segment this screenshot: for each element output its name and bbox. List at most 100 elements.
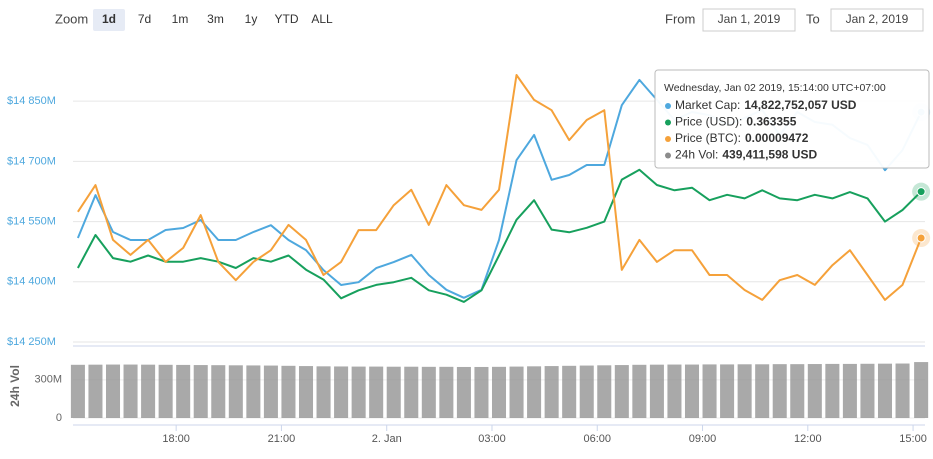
tooltip-dot: [665, 119, 671, 126]
tooltip-box: [654, 69, 930, 169]
range-button[interactable]: 3m: [199, 9, 232, 31]
volume-bar: [298, 366, 314, 418]
tooltip-item: 24h Vol: 439,411,598 USD: [675, 148, 817, 162]
range-button[interactable]: 1m: [164, 9, 196, 31]
range-button-label: ALL: [311, 12, 333, 26]
tooltip-dot: [665, 103, 671, 109]
tooltip-item: Price (BTC): 0.00009472: [675, 131, 809, 145]
volume-bar: [527, 366, 542, 418]
hover-marker: [916, 233, 926, 243]
tooltip-item-value: 14,822,752,057 USD: [744, 98, 856, 112]
volume-bar: [70, 364, 85, 418]
range-button-bg: [270, 9, 303, 31]
to-value: Jan 2, 2019: [846, 12, 909, 26]
volume-bar: [737, 364, 752, 418]
volume-bar: [176, 364, 191, 418]
volume-bar: [914, 362, 929, 418]
y-tick-label: $14 850M: [7, 95, 56, 107]
volume-bar: [439, 366, 454, 418]
volume-bar: [228, 365, 243, 418]
range-button[interactable]: 7d: [128, 9, 161, 31]
volume-bar: [316, 366, 331, 418]
volume-bar: [281, 365, 296, 418]
volume-bar: [772, 364, 787, 418]
range-button[interactable]: ALL: [306, 9, 338, 31]
volume-bar: [632, 364, 647, 418]
tooltip-dot: [665, 136, 671, 142]
series-line: [77, 74, 923, 301]
volume-bar: [88, 364, 103, 418]
range-button-bg: [128, 9, 161, 31]
tooltip-dot: [665, 152, 671, 159]
volume-tick-label: 300M: [34, 374, 62, 386]
volume-bar: [614, 365, 629, 418]
volume-bar: [667, 364, 682, 418]
tooltip-item-value: 0.363355: [746, 115, 796, 129]
range-button-label: 7d: [138, 12, 151, 26]
volume-bar: [842, 363, 857, 418]
tooltip-item-value: 439,411,598 USD: [722, 148, 817, 162]
volume-bar: [351, 366, 366, 418]
volume-bar: [123, 364, 138, 418]
volume-bar: [684, 364, 700, 418]
y-tick-label: $14 550M: [7, 215, 56, 227]
range-button-label: 1m: [172, 12, 189, 26]
from-value: Jan 1, 2019: [718, 12, 781, 26]
volume-bar: [404, 366, 419, 418]
volume-bar: [158, 364, 173, 418]
x-tick-label: 06:00: [583, 433, 611, 445]
volume-bar: [263, 365, 278, 418]
volume-bar: [474, 366, 489, 418]
volume-bar: [790, 364, 805, 418]
volume-bar: [807, 364, 822, 418]
range-button[interactable]: YTD: [270, 9, 303, 31]
volume-bar: [211, 365, 226, 418]
y-tick-label: $14 250M: [7, 336, 56, 348]
tooltip: Wednesday, Jan 02 2019, 15:14:00 UTC+07:…: [654, 69, 930, 169]
range-button-bg: [93, 9, 125, 31]
volume-bar: [720, 364, 735, 418]
volume-bar: [334, 366, 349, 418]
volume-bar: [456, 366, 471, 418]
volume-bar: [544, 366, 559, 418]
x-tick-label: 18:00: [162, 433, 190, 445]
volume-bar: [193, 365, 208, 418]
volume-bar: [369, 366, 384, 418]
volume-bar: [597, 365, 612, 418]
tooltip-item-label: 24h Vol:: [675, 148, 718, 162]
x-tick-label: 03:00: [478, 433, 506, 445]
range-button-bg: [199, 9, 232, 31]
hover-marker: [916, 187, 926, 197]
to-label: To: [806, 11, 820, 26]
range-button-label: 1y: [245, 12, 258, 26]
volume-bar: [509, 366, 524, 418]
volume-bar: [105, 364, 121, 418]
x-tick-label: 12:00: [794, 433, 822, 445]
y-tick-label: $14 700M: [7, 155, 56, 167]
tooltip-item: Market Cap: 14,822,752,057 USD: [675, 98, 857, 112]
range-button[interactable]: 1d: [93, 9, 125, 31]
x-tick-label: 2. Jan: [372, 433, 402, 445]
volume-bar: [825, 363, 840, 418]
volume-bar: [141, 364, 156, 418]
x-tick-label: 21:00: [268, 433, 296, 445]
range-button[interactable]: 1y: [235, 9, 267, 31]
x-tick-label: 15:00: [899, 433, 927, 445]
tooltip-item: Price (USD): 0.363355: [675, 115, 797, 129]
volume-tick-label: 0: [56, 412, 62, 424]
volume-bar: [702, 364, 717, 418]
volume-bar: [860, 363, 875, 418]
from-input[interactable]: [702, 8, 796, 32]
range-button-bg: [306, 9, 338, 31]
volume-bar: [562, 365, 577, 418]
volume-bar: [491, 366, 507, 418]
from-label: From: [665, 11, 695, 26]
range-button-label: 3m: [207, 12, 224, 26]
volume-bar: [649, 364, 664, 418]
tooltip-item-label: Price (USD):: [675, 115, 742, 129]
volume-bar: [895, 363, 910, 418]
range-button-bg: [235, 9, 267, 31]
to-input[interactable]: [830, 8, 924, 32]
range-button-bg: [164, 9, 196, 31]
